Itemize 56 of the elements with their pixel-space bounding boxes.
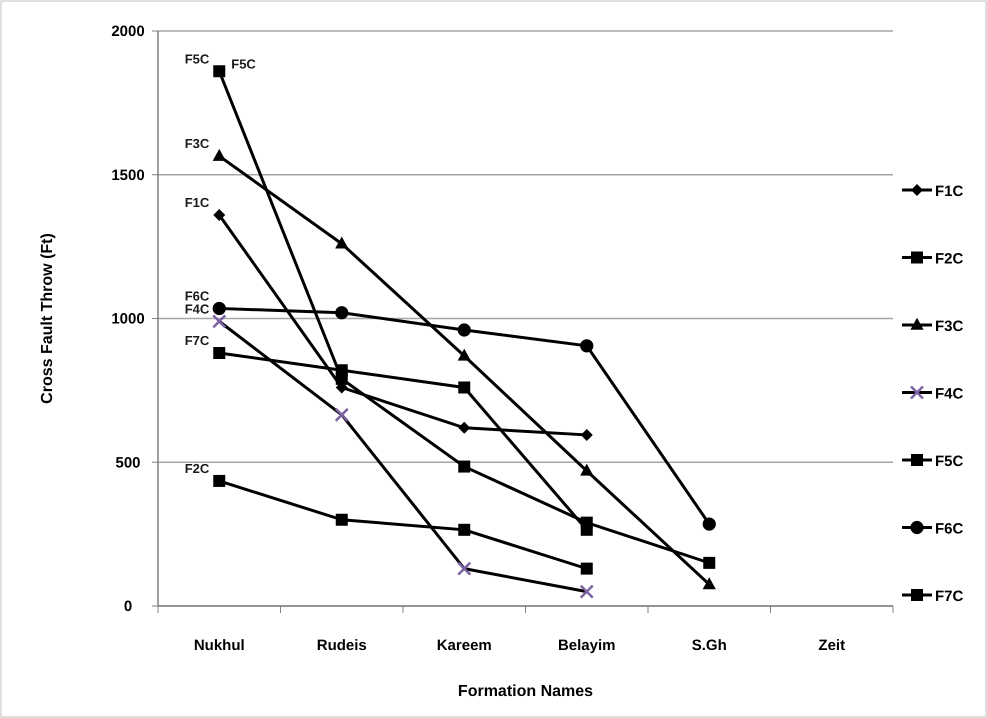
point	[703, 556, 716, 569]
x-tick-label: Zeit	[818, 637, 846, 654]
legend-label: F6C	[935, 520, 964, 538]
point	[458, 422, 470, 434]
point	[458, 382, 470, 394]
point	[458, 524, 470, 536]
point	[212, 314, 226, 329]
point	[336, 514, 348, 526]
point	[458, 460, 470, 473]
point	[212, 148, 226, 161]
point	[580, 339, 594, 352]
y-tick-label: 1000	[111, 310, 145, 328]
y-tick-label: 2000	[111, 23, 145, 40]
annotation: F2C	[184, 460, 210, 476]
point	[213, 209, 226, 221]
legend-label: F2C	[935, 250, 964, 268]
point	[458, 348, 471, 361]
legend-label: F7C	[935, 588, 964, 605]
point	[334, 408, 349, 422]
point	[212, 302, 226, 316]
point	[580, 584, 594, 599]
annotation: F7C	[184, 333, 210, 348]
annotation: F1C	[184, 195, 210, 210]
annotation: F4C	[184, 301, 210, 316]
legend-label: F1C	[935, 183, 964, 200]
point	[336, 364, 348, 376]
point	[335, 236, 348, 249]
legend-label: F3C	[935, 318, 964, 335]
point	[580, 524, 593, 536]
annotation: F5C	[184, 51, 210, 66]
point	[213, 347, 226, 359]
point	[580, 428, 593, 441]
point	[702, 577, 716, 590]
point	[213, 65, 226, 78]
y-tick-label: 500	[115, 454, 141, 472]
x-axis-title: Formation Names	[458, 683, 594, 700]
x-tick-label: Belayim	[558, 637, 616, 654]
y-axis-title: Cross Fault Throw (Ft)	[39, 233, 56, 404]
x-tick-label: Kareem	[436, 637, 492, 654]
annotation: F6C	[184, 288, 210, 304]
point	[335, 306, 348, 320]
point	[702, 517, 716, 531]
legend-label: F5C	[935, 453, 964, 470]
annotation: F5C	[231, 56, 256, 72]
point	[457, 561, 472, 576]
y-tick-label: 1500	[111, 166, 145, 184]
point	[580, 562, 593, 575]
legend-label: F4C	[935, 386, 964, 402]
annotation: F3C	[184, 136, 210, 152]
x-tick-label: S.Gh	[692, 637, 727, 654]
point	[580, 464, 594, 476]
x-tick-label: Nukhul	[194, 637, 245, 654]
point	[213, 474, 226, 487]
y-tick-label: 0	[124, 598, 132, 615]
x-tick-label: Rudeis	[316, 637, 367, 654]
point	[458, 323, 471, 337]
